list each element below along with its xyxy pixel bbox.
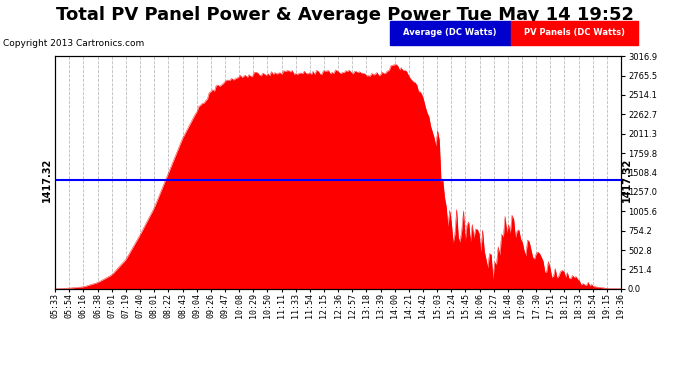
Text: 1417.32: 1417.32 xyxy=(42,158,52,202)
Text: Total PV Panel Power & Average Power Tue May 14 19:52: Total PV Panel Power & Average Power Tue… xyxy=(56,6,634,24)
Text: 1417.32: 1417.32 xyxy=(622,158,631,202)
Text: PV Panels (DC Watts): PV Panels (DC Watts) xyxy=(524,28,625,38)
Text: Average (DC Watts): Average (DC Watts) xyxy=(404,28,497,38)
Text: Copyright 2013 Cartronics.com: Copyright 2013 Cartronics.com xyxy=(3,39,145,48)
